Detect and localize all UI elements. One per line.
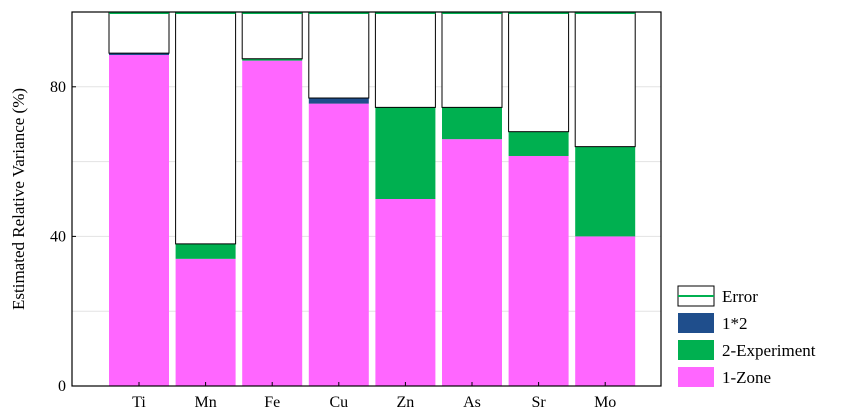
bar-segment-sr-error (508, 11, 570, 133)
legend-swatch-1-zone (678, 367, 714, 387)
bar-segment-zn-1-zone (375, 199, 436, 386)
x-tick-label: Ti (132, 394, 146, 411)
bar-segment-ti-error (108, 11, 170, 54)
tick-labels: Ti Mn Fe Cu Zn As Sr Mo 0 40 80 (50, 79, 616, 411)
x-tick-label: Cu (329, 394, 348, 411)
legend-label: 1-Zone (722, 368, 771, 387)
bar-segment-mn-error (175, 11, 237, 245)
bar-segment-mo-2-experiment (575, 146, 636, 237)
bar-segment-mo-error (574, 11, 636, 148)
x-tick-label: Fe (264, 394, 280, 411)
y-axis-title: Estimated Relative Variance (%) (9, 88, 28, 310)
bar-segment-cu-1-zone (308, 103, 369, 386)
bar-segment-fe-2-experiment (242, 58, 303, 61)
bar-segment-ti-1-2 (109, 53, 169, 56)
bar-segment-cu-1-2 (308, 98, 369, 104)
bar-segment-as-2-experiment (442, 107, 502, 140)
y-tick-label: 0 (58, 378, 66, 395)
y-tick-label: 80 (50, 79, 66, 96)
bar-segment-fe-error (241, 11, 303, 60)
x-tick-label: Mn (194, 394, 216, 411)
bar-segment-fe-1-zone (242, 60, 303, 387)
plot-frame (71, 11, 662, 387)
bar-segment-sr-1-zone (508, 155, 569, 386)
y-tick-label: 40 (50, 228, 66, 245)
bar-segment-zn-2-experiment (375, 107, 436, 199)
bar-segment-mo-1-zone (575, 236, 636, 386)
bar-segment-as-error (441, 11, 503, 108)
legend-label: 2-Experiment (722, 341, 816, 360)
x-tick-label: Mo (594, 394, 616, 411)
legend-label: Error (722, 287, 758, 306)
bar-segment-ti-1-zone (109, 55, 169, 386)
legend-swatch-2-experiment (678, 340, 714, 360)
x-tick-label: As (463, 394, 481, 411)
bars-layer (108, 11, 636, 387)
bar-segment-sr-2-experiment (508, 131, 569, 156)
bar-segment-cu-error (308, 11, 370, 99)
x-tick-label: Sr (531, 394, 546, 411)
bar-segment-zn-error (374, 11, 436, 108)
bar-segment-mn-2-experiment (175, 243, 236, 259)
bar-segment-mn-1-zone (175, 258, 236, 386)
legend-label: 1*2 (722, 314, 748, 333)
x-tick-label: Zn (397, 394, 415, 411)
legend-swatch-1-2 (678, 313, 714, 333)
legend: Error 1*2 2-Experiment 1-Zone (677, 285, 816, 387)
bar-segment-as-1-zone (442, 139, 502, 386)
